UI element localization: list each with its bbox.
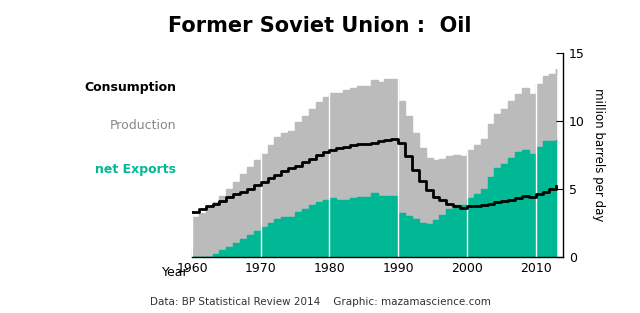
Text: Former Soviet Union :  Oil: Former Soviet Union : Oil [168, 16, 472, 36]
Text: Year: Year [162, 266, 189, 279]
Text: net Exports: net Exports [95, 162, 176, 176]
Text: Data: BP Statistical Review 2014    Graphic: mazamascience.com: Data: BP Statistical Review 2014 Graphic… [150, 297, 490, 307]
Text: Consumption: Consumption [84, 81, 176, 94]
Y-axis label: million barrels per day: million barrels per day [593, 88, 605, 222]
Text: Production: Production [109, 119, 176, 132]
